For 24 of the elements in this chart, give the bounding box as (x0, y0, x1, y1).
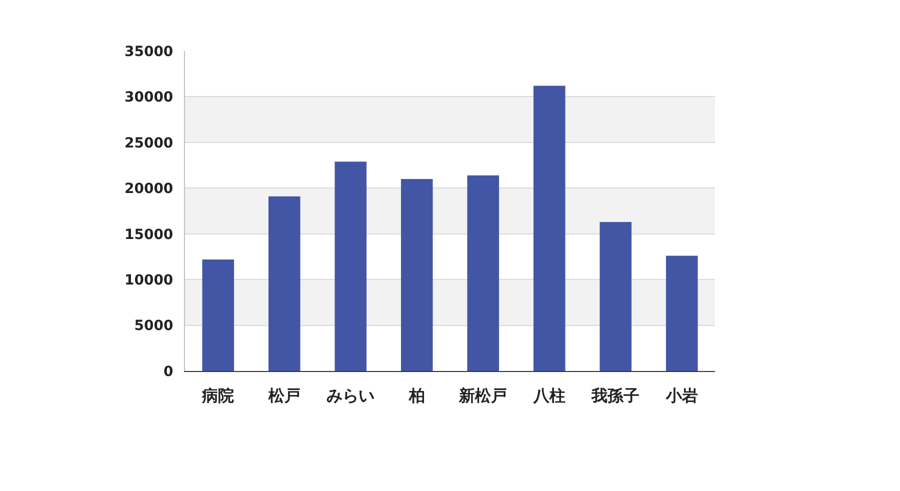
bar (666, 256, 698, 371)
bar (467, 175, 500, 371)
y-tick-label: 25000 (124, 135, 174, 152)
y-tick-label: 15000 (124, 226, 174, 243)
x-tick-label: 新松戸 (458, 386, 508, 406)
x-tick-label: 松戸 (267, 386, 300, 406)
bar (533, 86, 566, 371)
y-tick-label: 20000 (124, 181, 174, 198)
x-tick-label: 八柱 (532, 386, 566, 406)
bar (400, 179, 433, 371)
bar (334, 162, 367, 371)
y-tick-label: 30000 (124, 90, 174, 106)
bar (600, 222, 632, 371)
x-tick-label: みらい (326, 386, 375, 406)
x-tick-label: 病院 (201, 386, 234, 406)
bar (202, 259, 234, 371)
y-tick-label: 5000 (134, 318, 174, 334)
x-tick-label: 柏 (408, 386, 425, 406)
x-tick-label: 小岩 (664, 386, 698, 406)
bar (268, 196, 300, 371)
y-tick-label: 10000 (124, 272, 174, 288)
x-tick-label: 我孫子 (590, 386, 640, 406)
y-tick-label: 35000 (124, 44, 174, 60)
y-tick-label: 0 (163, 364, 174, 380)
